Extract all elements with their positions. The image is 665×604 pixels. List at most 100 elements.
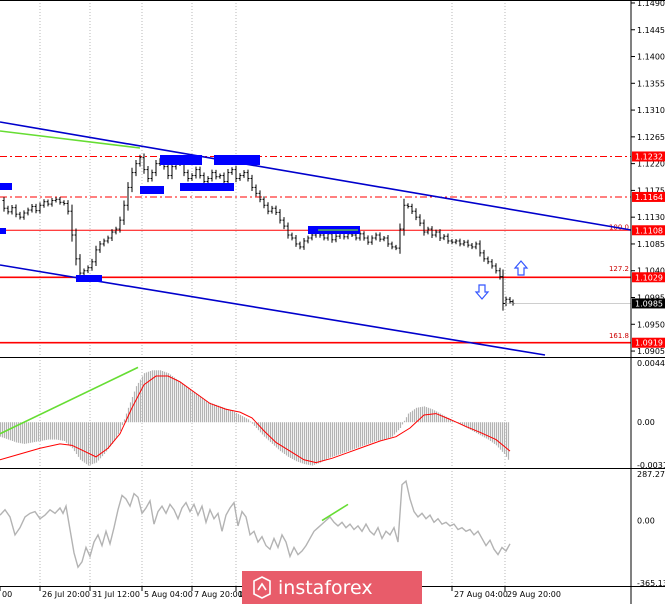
ohlc-bar [38,202,42,214]
level-tag-bg [632,151,665,162]
price-tick-label: 1.1490 [637,0,665,8]
time-tick-label: 5 Aug 04:00 [144,590,193,599]
ohlc-bar [242,170,246,178]
instaforex-watermark: instaforex [242,571,422,604]
ohlc-bar [106,235,110,244]
ohlc-bar [42,199,46,208]
ohlc-bar [54,197,58,203]
price-tick-label: 1.0905 [637,347,665,356]
time-tick-label: 29 Aug 20:00 [507,590,561,599]
current-price-bg [632,298,665,309]
ohlc-bar [378,232,382,242]
time-tick-label: 00 [2,590,12,599]
ohlc-bar [62,200,66,206]
ohlc-bar [30,203,34,213]
ohlc-bar [90,258,94,271]
ohlc-bar [222,172,226,185]
ohlc-bar [206,176,210,184]
ohlc-bar [82,268,86,276]
time-tick-label: 7 Aug 20:00 [194,590,243,599]
ohlc-bar [462,240,466,247]
ohlc-bar [6,205,10,215]
ohlc-bar [434,229,438,238]
ohlc-bar [126,182,130,211]
level-tag-label: 1.0919 [635,339,663,348]
ohlc-bar [250,174,254,191]
ohlc-bar [194,166,198,179]
ohlc-bar [66,200,70,215]
ohlc-bar [266,202,270,215]
ohlc-bar [34,203,38,214]
ohlc-bar [282,217,286,230]
ohlc-bar [466,239,470,248]
ohlc-bar [486,256,490,265]
analysis-marker [0,228,6,234]
ohlc-bar [50,198,54,207]
ohlc-bar [134,160,138,177]
price-tick-label: 1.1265 [637,133,665,142]
ohlc-bar [218,173,222,179]
ohlc-bar [14,204,18,218]
cci-divergence-line [321,503,349,522]
ohlc-bar [86,265,90,274]
price-tick-label: 1.1400 [637,53,665,62]
watermark-background [242,571,422,604]
time-tick-label: 26 Jul 20:00 [42,590,90,599]
ohlc-bar [118,216,122,233]
channel-upper-line [0,121,632,231]
price-tick-label: 1.1355 [637,79,665,88]
ohlc-bar [334,233,338,243]
price-tick-label: 1.0950 [637,320,665,329]
ohlc-bar [410,203,414,214]
price-tick-label: 1.1130 [637,213,665,222]
macd-tick-label: 0.00445 [637,359,665,368]
ohlc-bar [398,223,402,254]
ohlc-bar [26,207,30,216]
level-tag-label: 1.1164 [635,193,663,202]
ohlc-bar [370,235,374,245]
level-tag-bg [632,225,665,236]
ohlc-bar [501,269,505,311]
ohlc-bar [366,235,370,245]
ohlc-bar [94,245,98,266]
ohlc-bar [414,208,418,221]
cci-tick-label: -365.1307 [637,579,665,588]
ohlc-bar [254,184,258,197]
ohlc-bar [142,153,146,174]
price-tick-label: 1.1445 [637,26,665,35]
level-tag: 1.1029 [632,272,665,283]
level-tag: 1.1232 [632,151,665,162]
price-tick-label: 1.1085 [637,240,665,249]
ohlc-bar [418,214,422,227]
analysis-marker [140,186,164,194]
ohlc-bar [406,203,410,209]
ohlc-bar [482,249,486,262]
level-tag-label: 1.1232 [635,152,663,161]
ohlc-bar [262,196,266,209]
ohlc-bar [306,235,310,244]
arrow-up-icon [513,260,529,276]
analysis-marker [214,155,260,165]
fib-label: 127.2 [609,265,629,273]
ohlc-bar [138,154,142,167]
price-tick-label: 1.1040 [637,267,665,276]
ohlc-bar [210,169,214,182]
ohlc-bar [70,204,74,242]
ohlc-bar [402,198,406,236]
level-tag-bg [632,191,665,202]
ohlc-bar [198,166,202,179]
ohlc-bar [258,190,262,203]
price-tick-label: 1.1175 [637,186,665,195]
ohlc-bar [58,196,62,205]
ohlc-bar [474,241,478,250]
ohlc-bar [494,263,498,274]
ohlc-bar [478,240,482,257]
ohlc-bar [98,240,102,253]
ohlc-bar [226,168,230,186]
ohlc-bar [422,219,426,236]
ohlc-bar [130,167,134,193]
